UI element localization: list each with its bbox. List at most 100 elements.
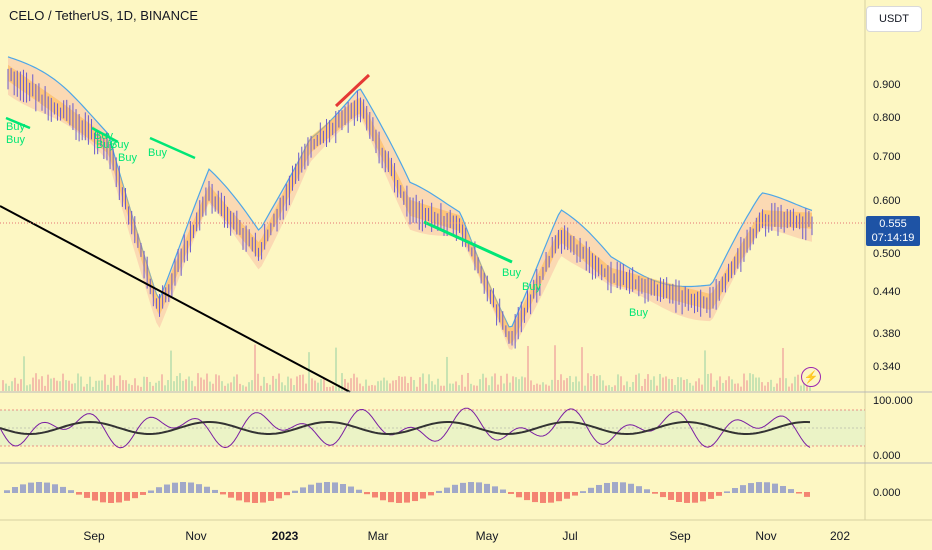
volume-bar bbox=[155, 382, 157, 391]
trend-line-red[interactable] bbox=[334, 73, 371, 108]
volume-bar bbox=[218, 375, 220, 391]
volume-bar bbox=[110, 377, 112, 391]
volume-bar bbox=[326, 386, 328, 391]
volume-bar bbox=[539, 384, 541, 391]
volume-bar bbox=[554, 345, 556, 391]
volume-bar bbox=[440, 385, 442, 391]
hist-bar bbox=[156, 487, 162, 493]
currency-button[interactable]: USDT bbox=[866, 6, 922, 32]
hist-bar bbox=[284, 492, 290, 496]
volume-bar bbox=[233, 376, 235, 391]
volume-bar bbox=[716, 380, 718, 391]
oscillator-pane[interactable] bbox=[0, 407, 865, 449]
trend-line-green-2[interactable] bbox=[91, 126, 119, 144]
hist-bar bbox=[612, 482, 618, 493]
time-tick: Jul bbox=[562, 529, 577, 543]
volume-bar bbox=[380, 380, 382, 391]
volume-bar bbox=[200, 377, 202, 391]
volume-bar bbox=[527, 345, 529, 391]
volume-bar bbox=[770, 379, 772, 391]
trend-line-green-1[interactable] bbox=[5, 116, 31, 130]
hist-bar bbox=[676, 492, 682, 502]
volume-bar bbox=[167, 380, 169, 391]
volume-bar bbox=[377, 381, 379, 391]
volume-bar bbox=[254, 344, 256, 391]
volume-bar bbox=[731, 379, 733, 391]
volume-bar bbox=[248, 382, 250, 391]
volume-bar bbox=[44, 385, 46, 391]
volume-bar bbox=[635, 374, 637, 391]
lightning-icon[interactable]: ⚡ bbox=[801, 367, 821, 387]
buy-signal: Buy bbox=[522, 281, 541, 293]
trend-line-black[interactable] bbox=[0, 205, 351, 393]
price-tick: 0.600 bbox=[873, 195, 901, 207]
hist-bar bbox=[204, 486, 210, 493]
volume-bar bbox=[500, 375, 502, 391]
volume-bar bbox=[617, 374, 619, 391]
trend-line-green-4[interactable] bbox=[423, 220, 513, 264]
volume-bar bbox=[464, 386, 466, 391]
volume-bar bbox=[74, 383, 76, 391]
hist-bar bbox=[420, 492, 426, 499]
volume-bar bbox=[251, 380, 253, 391]
hist-tick-zero: 0.000 bbox=[873, 487, 901, 499]
volume-bar bbox=[683, 379, 685, 391]
volume-bar bbox=[791, 383, 793, 391]
time-tick: Sep bbox=[83, 529, 105, 543]
histogram-pane[interactable] bbox=[4, 482, 810, 503]
hist-bar bbox=[620, 482, 626, 493]
volume-bar bbox=[587, 373, 589, 391]
volume-bar bbox=[512, 376, 514, 391]
hist-bar bbox=[100, 492, 106, 503]
volume-bar bbox=[518, 379, 520, 391]
volume-bar bbox=[485, 377, 487, 391]
volume-bar bbox=[188, 376, 190, 391]
volume-bars bbox=[2, 344, 811, 391]
volume-bar bbox=[185, 379, 187, 391]
volume-bar bbox=[116, 385, 118, 391]
volume-bar bbox=[698, 378, 700, 391]
buy-signal: Buy bbox=[94, 130, 113, 142]
volume-bar bbox=[767, 382, 769, 391]
volume-bar bbox=[590, 375, 592, 391]
trend-line-green-3[interactable] bbox=[149, 136, 196, 160]
hist-bar bbox=[164, 484, 170, 493]
volume-bar bbox=[782, 347, 784, 391]
volume-bar bbox=[299, 374, 301, 391]
hist-bar bbox=[484, 483, 490, 493]
volume-bar bbox=[413, 380, 415, 391]
time-tick: 2023 bbox=[272, 529, 299, 543]
volume-bar bbox=[581, 347, 583, 391]
hist-bar bbox=[508, 492, 514, 494]
volume-bar bbox=[596, 375, 598, 391]
hist-bar bbox=[468, 482, 474, 493]
volume-bar bbox=[647, 374, 649, 391]
volume-bar bbox=[458, 385, 460, 391]
volume-bar bbox=[449, 383, 451, 391]
volume-bar bbox=[53, 377, 55, 391]
volume-bar bbox=[149, 381, 151, 391]
volume-bar bbox=[311, 378, 313, 391]
osc-tick-bottom: 0.000 bbox=[873, 450, 901, 462]
volume-bar bbox=[50, 378, 52, 391]
volume-bar bbox=[278, 373, 280, 391]
volume-bar bbox=[740, 386, 742, 391]
hist-bar bbox=[804, 492, 810, 497]
volume-bar bbox=[743, 373, 745, 391]
volume-bar bbox=[737, 383, 739, 391]
hist-bar bbox=[460, 482, 466, 493]
hist-bar bbox=[12, 487, 18, 493]
time-tick: Nov bbox=[185, 529, 206, 543]
hist-bar bbox=[228, 492, 234, 498]
volume-bar bbox=[488, 385, 490, 391]
volume-bar bbox=[32, 377, 34, 391]
hist-bar bbox=[788, 489, 794, 493]
hist-bar bbox=[764, 482, 770, 493]
volume-bar bbox=[14, 377, 16, 391]
hist-bar bbox=[292, 490, 298, 493]
volume-bar bbox=[242, 385, 244, 391]
volume-bar bbox=[629, 386, 631, 391]
volume-bar bbox=[362, 386, 364, 391]
volume-bar bbox=[197, 373, 199, 391]
